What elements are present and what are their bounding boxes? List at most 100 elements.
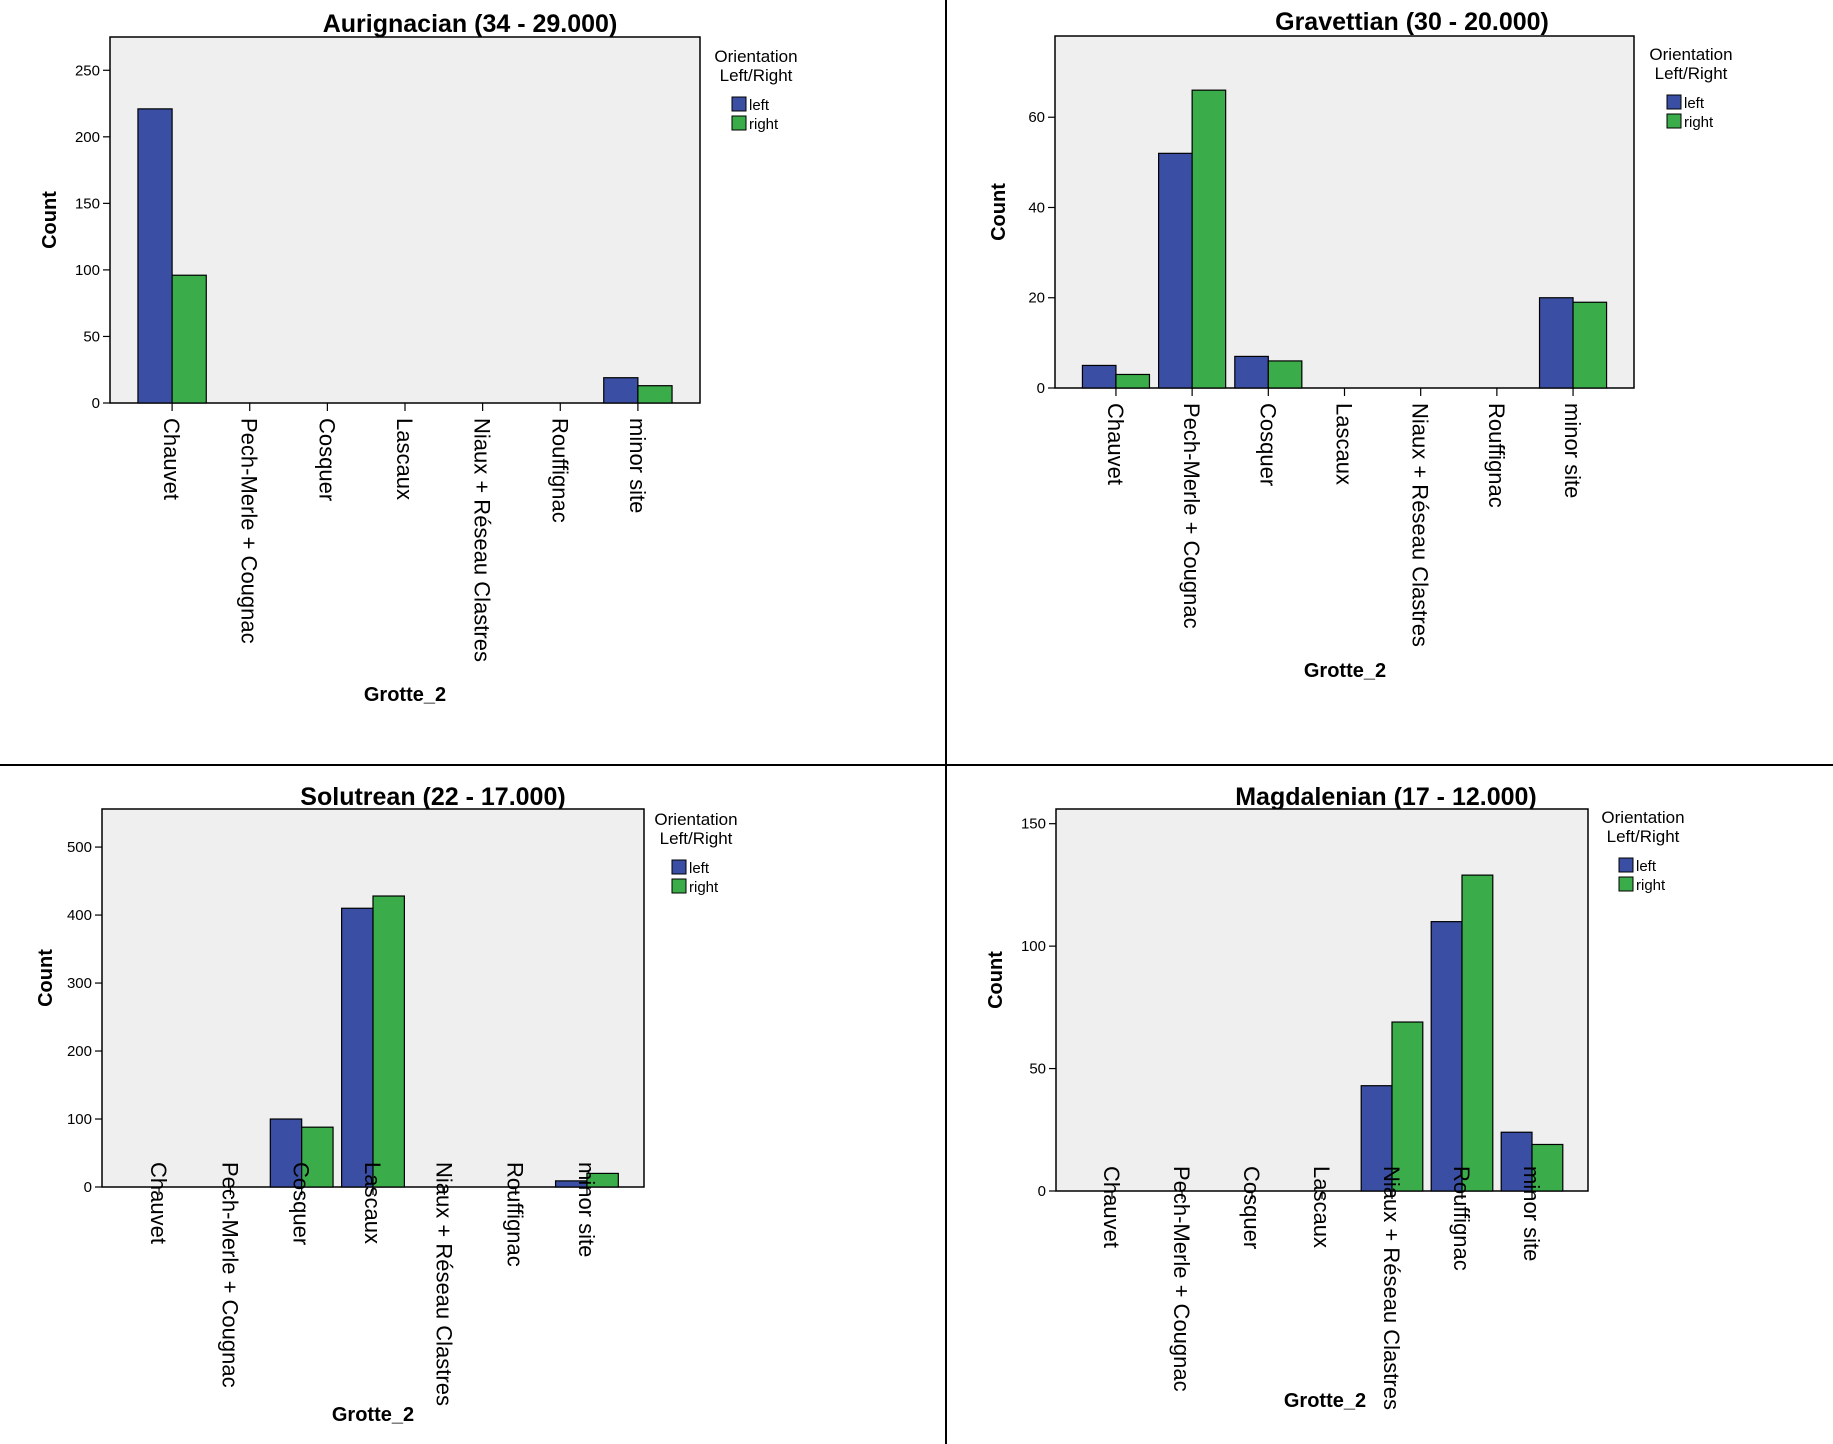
x-tick-label: Rouffignac	[1484, 403, 1509, 508]
legend-title: Orientation	[714, 47, 797, 66]
x-tick-label: Chauvet	[159, 418, 184, 500]
y-tick-label: 150	[75, 195, 100, 212]
y-tick-label: 400	[67, 907, 92, 924]
legend-swatch-left	[1666, 94, 1682, 110]
x-tick-label: Lascaux	[360, 1162, 385, 1244]
legend-label-left: left	[1636, 858, 1657, 875]
y-tick-label: 60	[1028, 109, 1045, 126]
legend-title: Orientation	[654, 810, 737, 829]
x-axis-label: Grotte_2	[332, 1404, 414, 1426]
bar-left-6	[603, 377, 639, 404]
chart-panel-solutrean: Solutrean (22 - 17.000) 0 100 200 300 400 500 C…	[0, 770, 940, 1440]
bar-right-2	[301, 1126, 334, 1188]
legend-subtitle: Left/Right	[1607, 827, 1680, 846]
x-tick-label: Niaux + Réseau Clastres	[431, 1162, 456, 1406]
y-tick-label: 100	[67, 1111, 92, 1128]
y-tick-label: 300	[67, 975, 92, 992]
x-tick-label: Pech-Merle + Cougnac	[237, 418, 262, 644]
x-tick-label: minor site	[1519, 1166, 1544, 1261]
y-tick-label: 100	[75, 262, 100, 279]
legend-subtitle: Left/Right	[660, 829, 733, 848]
bar-right-6	[586, 1172, 619, 1188]
legend-swatch-left	[1618, 857, 1634, 873]
y-tick-label: 0	[84, 1179, 92, 1196]
chart-panel-magdalenian: Magdalenian (17 - 12.000) 0 50 100 150 Count C…	[950, 770, 1830, 1440]
y-tick-label: 500	[67, 839, 92, 856]
y-tick-label: 150	[1021, 816, 1046, 833]
bar-left-2	[269, 1118, 303, 1188]
x-tick-label: Lascaux	[392, 418, 417, 500]
horizontal-divider	[0, 764, 1833, 766]
x-tick-label: Lascaux	[1332, 403, 1357, 485]
bar-right-5	[1461, 874, 1494, 1192]
chart-panel-gravettian: Gravettian (30 - 20.000) 0 20 40 60 Count Chau…	[950, 0, 1830, 760]
bar-right-4	[1391, 1021, 1424, 1192]
x-tick-label: Lascaux	[1309, 1166, 1334, 1248]
legend-swatch-left	[731, 96, 747, 112]
legend-label-right: right	[1684, 114, 1714, 131]
legend-label-left: left	[749, 97, 770, 114]
bar-left-1	[1158, 152, 1193, 389]
bar-right-0	[1115, 373, 1151, 389]
x-tick-label: Pech-Merle + Cougnac	[217, 1162, 242, 1388]
chart-panel-aurignacian: Aurignacian (34 - 29.000) 0 50 100 150 200 250…	[0, 0, 940, 760]
y-tick-label: 40	[1028, 199, 1045, 216]
legend-swatch-right	[731, 115, 747, 131]
bar-right-6	[1572, 301, 1608, 389]
legend-title: Orientation	[1649, 45, 1732, 64]
y-tick-label: 200	[75, 129, 100, 146]
x-tick-label: Cosquer	[289, 1162, 314, 1245]
x-tick-label: Niaux + Réseau Clastres	[470, 418, 495, 662]
y-tick-label: 0	[92, 395, 100, 412]
x-tick-label: Pech-Merle + Cougnac	[1169, 1166, 1194, 1392]
x-tick-label: minor site	[574, 1162, 599, 1257]
legend-title: Orientation	[1601, 808, 1684, 827]
bar-left-0	[1081, 364, 1117, 389]
bar-right-0	[171, 274, 207, 404]
bar-right-2	[1267, 360, 1303, 389]
legend-label-right: right	[1636, 877, 1666, 894]
x-tick-label: Chauvet	[1099, 1166, 1124, 1248]
bar-right-3	[372, 895, 405, 1188]
x-tick-label: Niaux + Réseau Clastres	[1408, 403, 1433, 647]
legend-swatch-right	[1618, 876, 1634, 892]
x-tick-label: Rouffignac	[547, 418, 572, 523]
legend-subtitle: Left/Right	[1655, 64, 1728, 83]
vertical-divider	[945, 0, 947, 1444]
x-axis-label: Grotte_2	[1304, 660, 1386, 682]
x-tick-label: Rouffignac	[1449, 1166, 1474, 1271]
x-tick-label: Niaux + Réseau Clastres	[1379, 1166, 1404, 1410]
chart-title: Solutrean (22 - 17.000)	[300, 783, 565, 811]
plot-area	[1054, 35, 1635, 389]
chart-gravettian: Gravettian (30 - 20.000) 0 20 40 60 Count Chau…	[988, 8, 1733, 682]
y-tick-label: 50	[83, 328, 100, 345]
y-tick-label: 250	[75, 62, 100, 79]
legend-label-left: left	[1684, 95, 1705, 112]
chart-solutrean: Solutrean (22 - 17.000) 0 100 200 300 400 500 C…	[35, 783, 738, 1426]
y-axis-label: Count	[985, 951, 1007, 1009]
bar-left-3	[341, 907, 374, 1188]
bar-left-2	[1234, 355, 1269, 389]
bar-right-6	[637, 385, 673, 404]
plot-area	[109, 36, 701, 404]
legend-swatch-left	[671, 859, 687, 875]
legend-label-right: right	[749, 116, 779, 133]
y-tick-label: 200	[67, 1043, 92, 1060]
bar-left-6	[1538, 297, 1574, 389]
bar-left-5	[1430, 921, 1463, 1192]
y-axis-label: Count	[988, 183, 1010, 241]
legend-subtitle: Left/Right	[720, 66, 793, 85]
bar-right-1	[1191, 89, 1227, 389]
x-tick-label: minor site	[625, 418, 650, 513]
chart-aurignacian: Aurignacian (34 - 29.000) 0 50 100 150 200 250…	[39, 10, 798, 706]
x-tick-label: Cosquer	[1255, 403, 1280, 486]
legend-swatch-right	[1666, 113, 1682, 129]
bar-right-6	[1531, 1143, 1564, 1192]
x-tick-label: Chauvet	[146, 1162, 171, 1244]
chart-title: Gravettian (30 - 20.000)	[1275, 8, 1549, 36]
y-tick-label: 20	[1028, 290, 1045, 307]
chart-title: Aurignacian (34 - 29.000)	[323, 10, 618, 38]
bar-left-0	[137, 108, 173, 404]
legend-label-left: left	[689, 860, 710, 877]
x-axis-label: Grotte_2	[364, 684, 446, 706]
